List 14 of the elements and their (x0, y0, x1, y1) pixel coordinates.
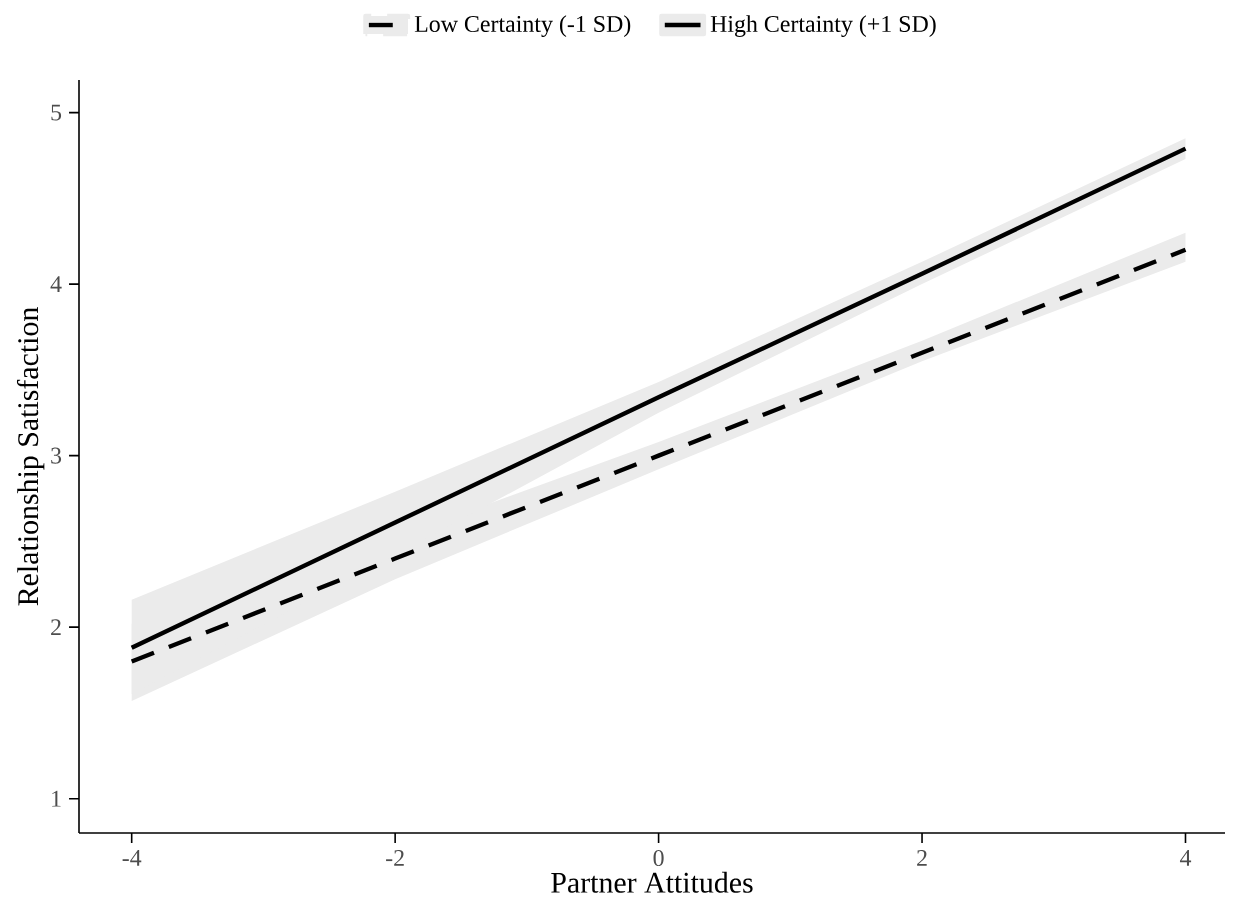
x-tick-label: 2 (917, 849, 927, 866)
y-tick-label: 2 (51, 619, 61, 636)
x-tick-label: 0 (653, 850, 664, 867)
legend-label: Low Certainty (-1 SD) (414, 15, 631, 37)
x-tick-label: -2 (386, 849, 404, 866)
y-axis-title: Relationship Satisfaction (16, 307, 45, 606)
x-tick-label: -4 (122, 849, 142, 866)
y-tick-label: 5 (51, 104, 62, 121)
y-tick-label: 4 (50, 276, 62, 292)
y-tick-label: 3 (51, 447, 62, 464)
x-tick-label: 4 (1179, 849, 1192, 866)
x-axis-title: Partner Attitudes (551, 871, 753, 893)
legend-label: High Certainty (+1 SD) (710, 15, 936, 37)
y-tick-label: 1 (52, 790, 61, 807)
